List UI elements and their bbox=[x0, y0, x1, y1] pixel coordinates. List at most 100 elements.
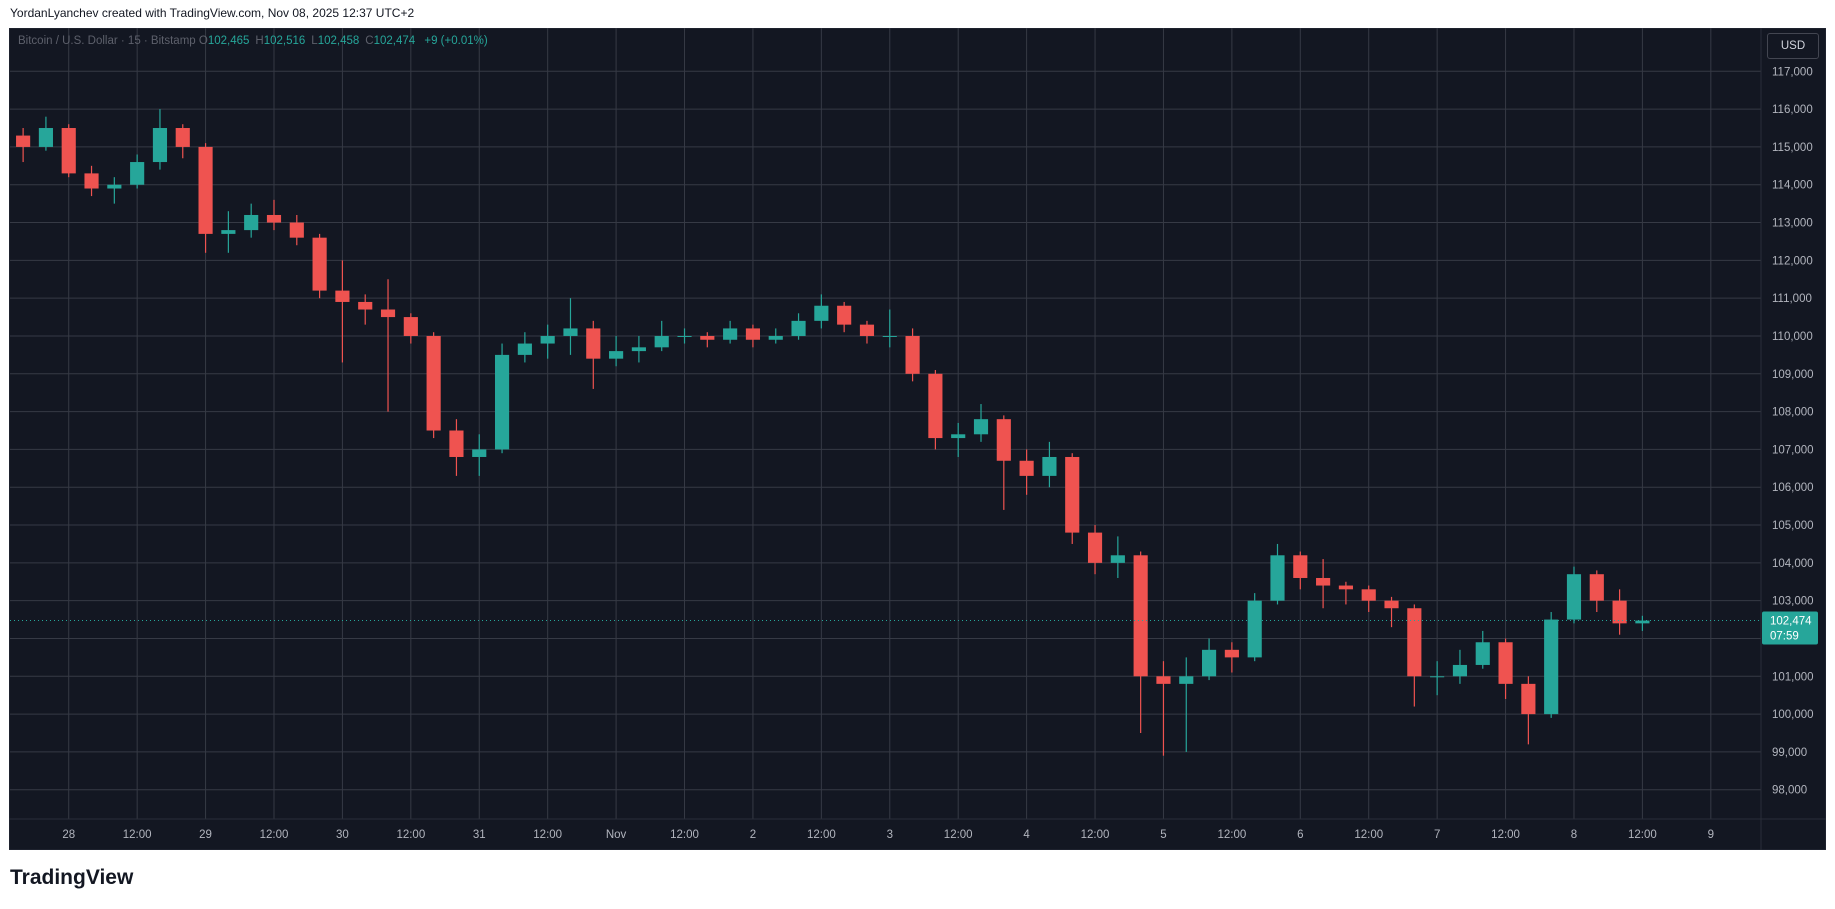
candle-body bbox=[221, 230, 236, 234]
candle-body bbox=[130, 162, 145, 185]
x-tick-label: 30 bbox=[336, 829, 349, 841]
ohlc-value: 102,465 bbox=[207, 35, 250, 47]
x-tick-label: 5 bbox=[1160, 829, 1166, 841]
x-tick-label: 2 bbox=[750, 829, 756, 841]
candle-body bbox=[289, 222, 304, 238]
attribution: YordanLyanchev created with TradingView.… bbox=[10, 6, 415, 20]
candle-body bbox=[1635, 620, 1650, 624]
x-tick-label: 12:00 bbox=[123, 829, 152, 841]
candle-body bbox=[654, 335, 669, 348]
candle-body bbox=[107, 184, 122, 189]
y-tick-label: 114,000 bbox=[1772, 180, 1813, 192]
x-tick-label: 28 bbox=[62, 829, 75, 841]
candle-body bbox=[563, 328, 578, 336]
last-price-box bbox=[1762, 611, 1818, 645]
x-tick-label: 12:00 bbox=[533, 829, 562, 841]
countdown: 07:59 bbox=[1770, 631, 1799, 643]
x-tick-label: 12:00 bbox=[1081, 829, 1110, 841]
candle-body bbox=[403, 317, 418, 336]
x-tick-label: 12:00 bbox=[670, 829, 699, 841]
y-tick-label: 112,000 bbox=[1772, 255, 1813, 267]
y-tick-label: 101,000 bbox=[1772, 671, 1814, 683]
candle-body bbox=[745, 328, 761, 340]
candle-body bbox=[38, 128, 53, 147]
candle-body bbox=[1430, 676, 1445, 678]
candle-body bbox=[1156, 676, 1171, 684]
candle-body bbox=[1065, 456, 1080, 533]
candle-body bbox=[1475, 642, 1490, 665]
x-tick-label: 29 bbox=[199, 829, 212, 841]
candle-body bbox=[1612, 600, 1627, 624]
chart: 98,00099,000100,000101,000102,000103,000… bbox=[9, 28, 1826, 850]
x-tick-label: 8 bbox=[1571, 829, 1577, 841]
symbol: Bitcoin / U.S. Dollar · 15 · Bitstamp bbox=[18, 35, 196, 47]
candle-body bbox=[951, 434, 966, 439]
y-tick-label: 109,000 bbox=[1772, 369, 1814, 381]
x-tick-label: 12:00 bbox=[1628, 829, 1657, 841]
candle-body bbox=[449, 430, 464, 457]
candle-body bbox=[791, 320, 806, 336]
candle-body bbox=[494, 354, 510, 450]
y-tick-label: 115,000 bbox=[1772, 142, 1813, 154]
candle-body bbox=[973, 419, 989, 435]
y-tick-label: 98,000 bbox=[1772, 785, 1807, 797]
candle-body bbox=[996, 419, 1011, 461]
candle-body bbox=[723, 328, 738, 340]
y-tick-label: 105,000 bbox=[1772, 520, 1814, 532]
candle-body bbox=[586, 328, 601, 359]
candle-body bbox=[609, 351, 624, 359]
candle-body bbox=[1338, 585, 1353, 590]
x-tick-label: 6 bbox=[1297, 829, 1303, 841]
candle-body bbox=[814, 305, 829, 321]
background bbox=[9, 28, 1826, 850]
candle-body bbox=[768, 335, 783, 340]
candle-body bbox=[1110, 555, 1125, 563]
candle-body bbox=[1270, 555, 1285, 601]
candle-body bbox=[244, 214, 259, 231]
candle-body bbox=[1019, 460, 1034, 476]
y-tick-label: 113,000 bbox=[1772, 218, 1813, 230]
candle-body bbox=[380, 309, 396, 318]
candle-body bbox=[266, 214, 282, 223]
x-tick-label: 31 bbox=[473, 829, 486, 841]
y-tick-label: 111,000 bbox=[1772, 293, 1812, 305]
candle-body bbox=[1042, 456, 1057, 476]
candle-body bbox=[882, 335, 897, 337]
x-tick-label: 12:00 bbox=[1354, 829, 1383, 841]
candle-body bbox=[1498, 642, 1513, 684]
candle-body bbox=[677, 335, 692, 337]
y-tick-label: 116,000 bbox=[1772, 104, 1813, 116]
x-tick-label: 4 bbox=[1023, 829, 1030, 841]
currency-button[interactable]: USD bbox=[1767, 33, 1819, 59]
logo: TradingView bbox=[10, 866, 134, 889]
x-tick-label: 12:00 bbox=[1217, 829, 1246, 841]
candle-body bbox=[517, 343, 532, 355]
ohlc-key: C bbox=[365, 35, 374, 47]
candle-body bbox=[1452, 664, 1468, 677]
ohlc-key: O bbox=[198, 35, 208, 47]
candle-body bbox=[358, 301, 373, 310]
candle-body bbox=[631, 347, 646, 352]
change: +9 (+0.01%) bbox=[424, 35, 488, 47]
candle-body bbox=[1407, 608, 1422, 677]
candle-body bbox=[1384, 600, 1399, 609]
candle-body bbox=[84, 173, 99, 189]
y-tick-label: 117,000 bbox=[1772, 66, 1813, 78]
candle-body bbox=[1179, 676, 1194, 684]
y-tick-label: 108,000 bbox=[1772, 407, 1814, 419]
ohlc-key: L bbox=[311, 35, 318, 47]
candle-body bbox=[1544, 619, 1559, 715]
x-tick-label: 9 bbox=[1708, 829, 1714, 841]
candle-body bbox=[1521, 683, 1536, 715]
candle-body bbox=[312, 237, 327, 291]
y-tick-label: 103,000 bbox=[1772, 596, 1814, 608]
candle-body bbox=[1133, 555, 1148, 677]
x-tick-label: 12:00 bbox=[807, 829, 836, 841]
x-tick-label: 12:00 bbox=[260, 829, 289, 841]
candle-body bbox=[1589, 574, 1604, 601]
x-tick-label: 12:00 bbox=[944, 829, 973, 841]
y-tick-label: 99,000 bbox=[1772, 747, 1807, 759]
candle-body bbox=[1247, 600, 1262, 658]
ohlc-values: O102,465 H102,516 L102,458 C102,474 bbox=[199, 35, 421, 47]
